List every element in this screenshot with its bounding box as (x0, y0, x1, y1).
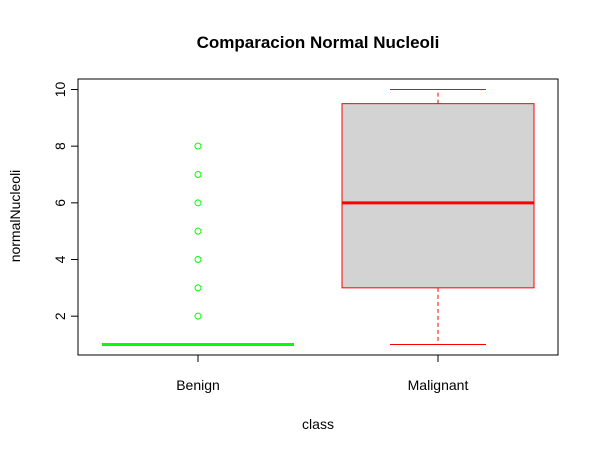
y-tick-label: 8 (52, 142, 68, 150)
plot-layer: 2 4 6 8 10 Benign Malignant (52, 81, 535, 393)
box-malignant (341, 103, 535, 289)
outlier-point-benign (194, 142, 202, 150)
x-tick-label: Benign (176, 377, 220, 393)
chart-title: Comparacion Normal Nucleoli (197, 33, 440, 52)
y-tick-label: 4 (52, 255, 68, 263)
y-tick-label: 2 (52, 312, 68, 320)
x-axis-label: class (302, 416, 334, 432)
y-tick-label: 10 (52, 81, 68, 97)
outlier-point-benign (194, 256, 202, 264)
outlier-point-benign (194, 170, 202, 178)
outlier-point-benign (194, 312, 202, 320)
x-tick-label: Malignant (408, 377, 469, 393)
y-axis-label: normalNucleoli (7, 170, 23, 263)
outlier-point-benign (194, 227, 202, 235)
outlier-point-benign (194, 284, 202, 292)
outlier-point-benign (194, 199, 202, 207)
y-tick-label: 6 (52, 199, 68, 207)
